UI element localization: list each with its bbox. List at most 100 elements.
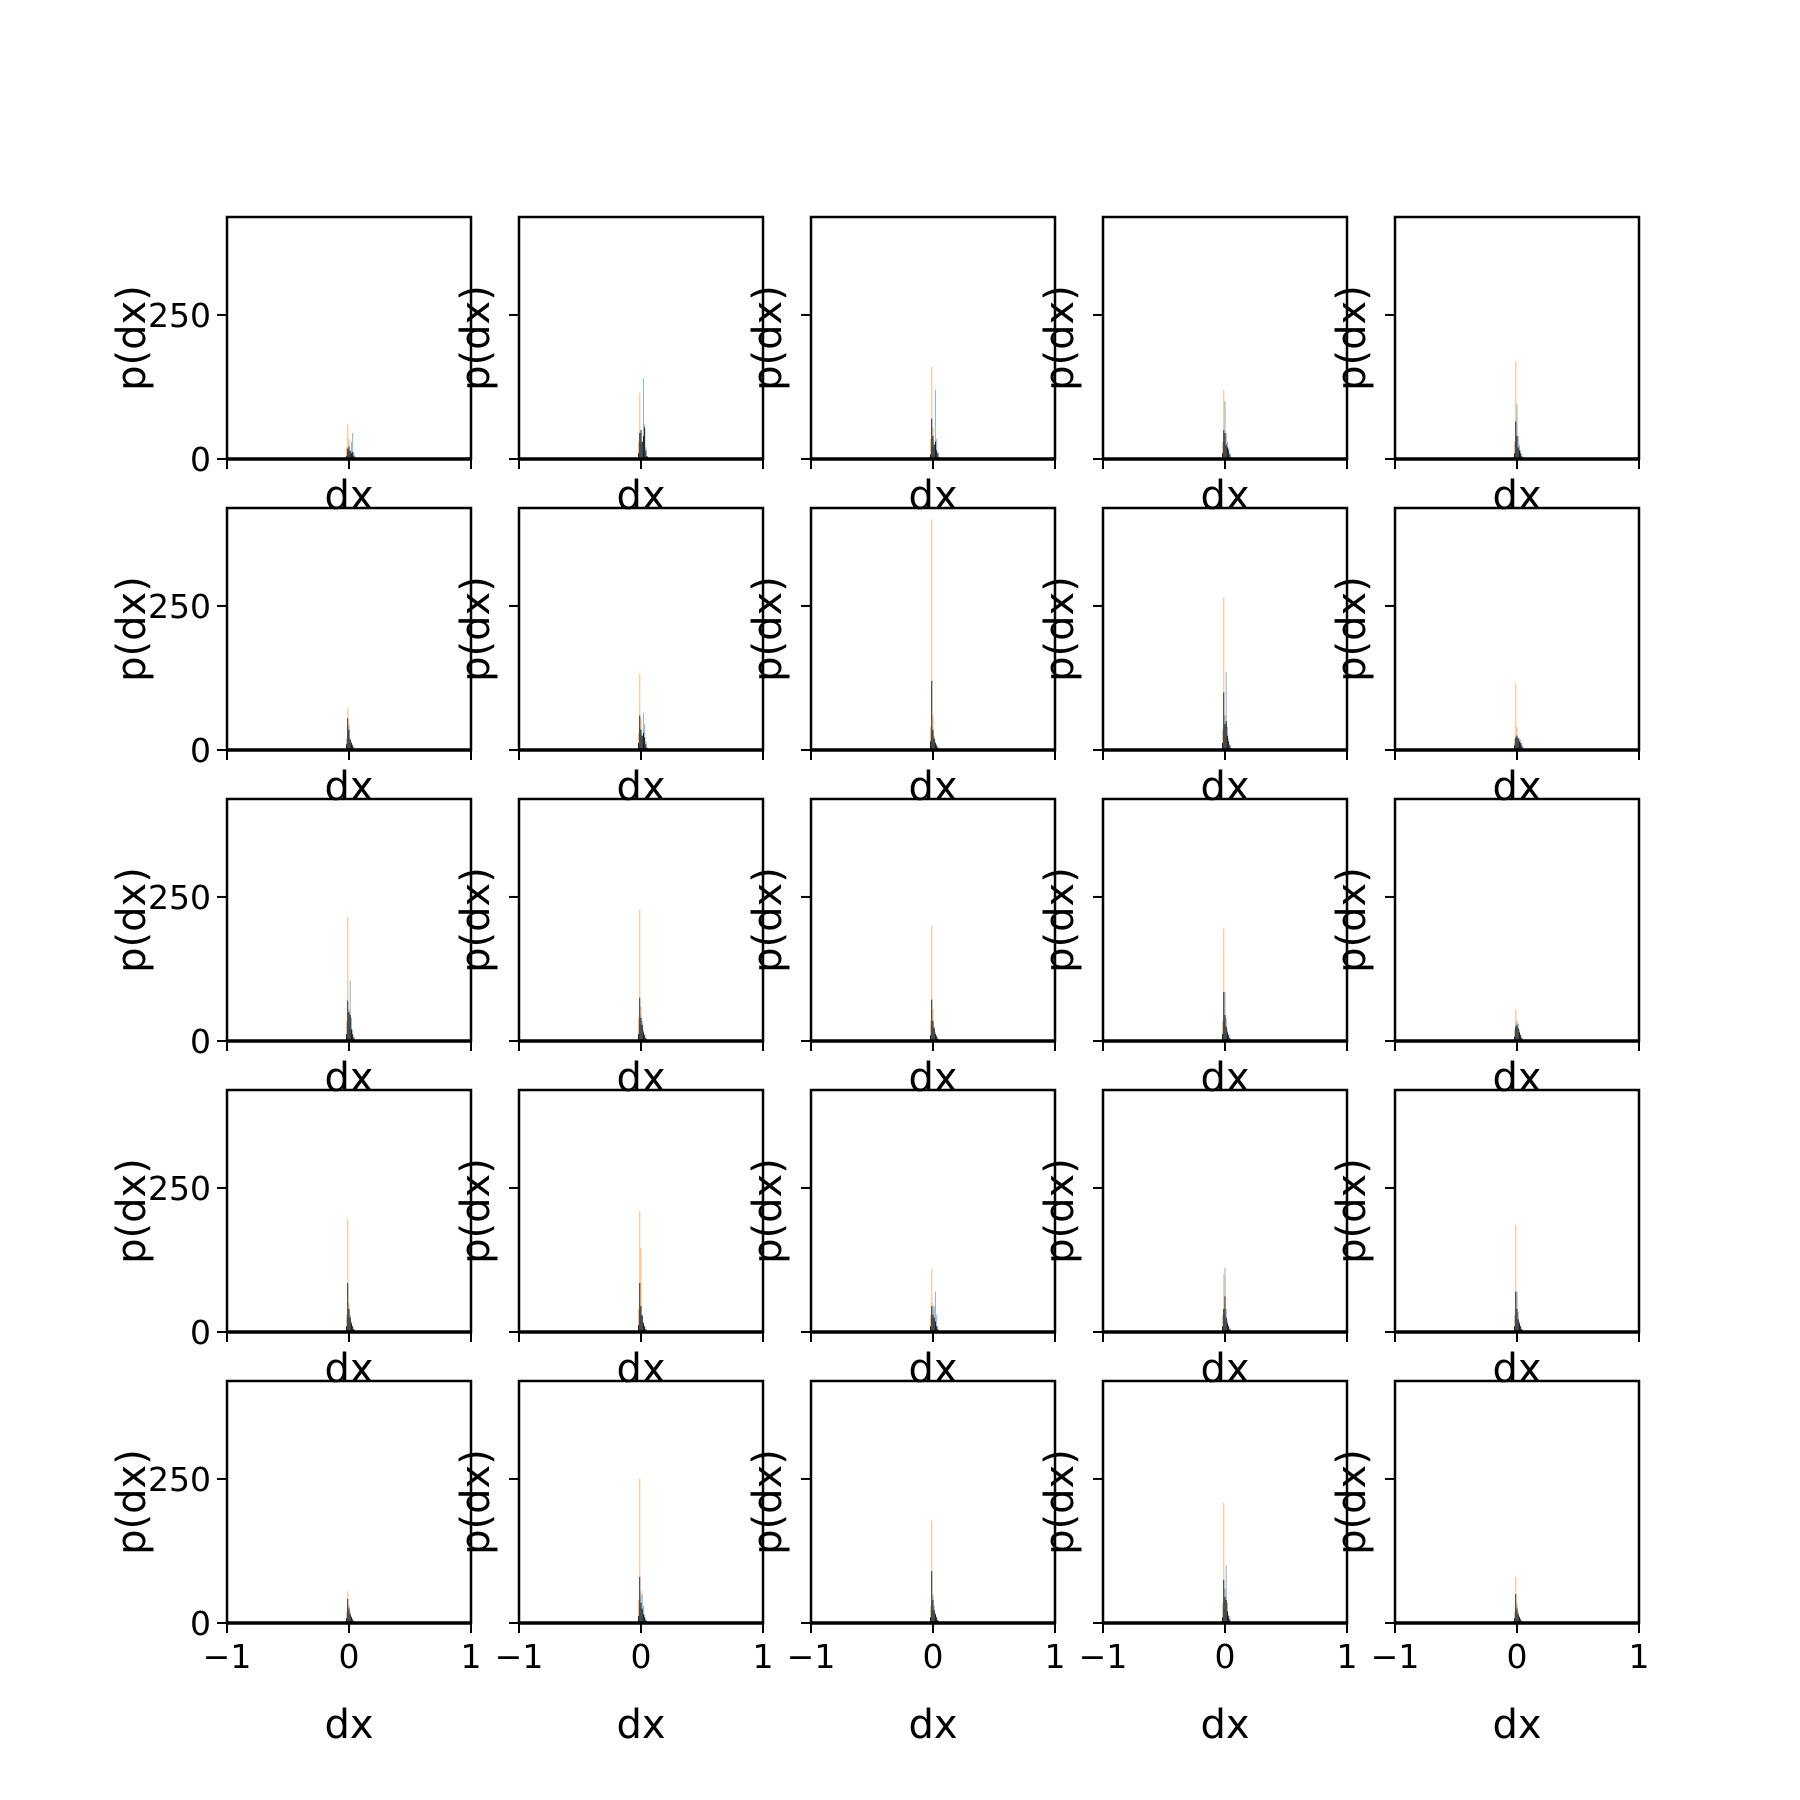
x-axis-label: dx bbox=[1492, 1055, 1541, 1101]
histogram-bar-black bbox=[639, 1576, 641, 1623]
histogram-bar-black bbox=[932, 435, 934, 459]
histogram-bar-black bbox=[1521, 745, 1523, 750]
histogram-bar-black bbox=[1514, 745, 1515, 750]
histogram-bar-black bbox=[1224, 1597, 1226, 1623]
x-axis-label: dx bbox=[1200, 1346, 1249, 1392]
histogram-bar-black bbox=[931, 1571, 933, 1623]
histogram-bar-black bbox=[1223, 1579, 1225, 1623]
y-tick-label: 250 bbox=[148, 296, 211, 335]
x-axis-label: dx bbox=[1200, 1702, 1249, 1748]
histogram-bar-orange bbox=[1514, 1314, 1516, 1332]
y-axis-label: p(dx) bbox=[1329, 1158, 1375, 1264]
y-tick-label: 0 bbox=[190, 1313, 211, 1352]
panel: 0 250 dx p(dx) bbox=[109, 215, 473, 519]
histogram-bar-black bbox=[935, 1614, 936, 1623]
histogram-bar-orange bbox=[1222, 729, 1224, 750]
histogram-bar-black bbox=[347, 448, 349, 459]
histogram-bar-black bbox=[643, 1032, 644, 1041]
y-tick-label: 0 bbox=[190, 440, 211, 479]
panel: 0 250 dx p(dx) bbox=[109, 1088, 473, 1392]
histogram-bar-black bbox=[352, 1034, 354, 1041]
y-axis-label: p(dx) bbox=[109, 576, 155, 682]
histogram-bar-black bbox=[347, 1598, 349, 1623]
histogram-bar-black bbox=[936, 1326, 938, 1332]
y-axis-label: p(dx) bbox=[745, 1158, 791, 1264]
histogram-bar-blue bbox=[1225, 1565, 1227, 1623]
histogram-bar-black bbox=[1516, 1024, 1518, 1041]
x-axis-label: dx bbox=[324, 1346, 373, 1392]
panel: dx p(dx) bbox=[745, 797, 1057, 1101]
y-tick-label: 0 bbox=[190, 731, 211, 770]
histogram-bar-orange bbox=[931, 519, 933, 750]
panel: dx p(dx) bbox=[1329, 797, 1641, 1101]
histogram-bar-black bbox=[1227, 1323, 1228, 1332]
histogram-bar-black bbox=[348, 729, 350, 750]
x-tick-label: −1 bbox=[495, 1637, 544, 1676]
histogram-bar-black bbox=[937, 453, 939, 459]
x-tick-label: 1 bbox=[1337, 1637, 1358, 1676]
histogram-bar-orange bbox=[1514, 1611, 1516, 1623]
histogram-bar-black bbox=[348, 1012, 350, 1041]
histogram-bar-black bbox=[936, 745, 938, 750]
histogram-bar-black bbox=[645, 450, 647, 459]
x-tick-label: −1 bbox=[1079, 1637, 1128, 1676]
histogram-bar-black bbox=[641, 1608, 643, 1623]
histogram-bar-black bbox=[1520, 743, 1522, 750]
histogram-bar-black bbox=[351, 743, 352, 750]
y-axis-label: p(dx) bbox=[1037, 867, 1083, 973]
histogram-bar-orange bbox=[640, 1248, 642, 1332]
histogram-bar-orange bbox=[347, 424, 349, 459]
histogram-bar-blue bbox=[936, 438, 938, 459]
histogram-bar-black bbox=[1227, 1032, 1228, 1041]
histogram-bar-black bbox=[932, 1020, 934, 1041]
histogram-bar-black bbox=[1222, 743, 1223, 750]
y-axis-label: p(dx) bbox=[1037, 1158, 1083, 1264]
histogram-bar-black bbox=[352, 1326, 354, 1332]
histogram-bar-black bbox=[1223, 992, 1225, 1041]
x-axis-label: dx bbox=[908, 1702, 957, 1748]
histogram-bar-orange bbox=[346, 1020, 348, 1041]
y-tick-label: 250 bbox=[148, 1169, 211, 1208]
histogram-bar-black bbox=[640, 1602, 642, 1623]
x-tick-label: −1 bbox=[1371, 1637, 1420, 1676]
histogram-bar-blue bbox=[642, 712, 644, 750]
histogram-bar-black bbox=[936, 450, 938, 459]
histogram-bar-orange bbox=[930, 438, 932, 459]
panel: −1 0 1 dx p(dx) bbox=[1037, 1379, 1358, 1748]
histogram-bar-black bbox=[639, 715, 641, 750]
x-axis-label: dx bbox=[1492, 1702, 1541, 1748]
histogram-bar-black bbox=[346, 1034, 347, 1041]
histogram-bar-orange bbox=[638, 732, 640, 750]
histogram-bar-black bbox=[930, 1035, 931, 1041]
histogram-bar-orange bbox=[346, 447, 348, 459]
y-tick-label: 250 bbox=[148, 878, 211, 917]
histogram-bar-black bbox=[933, 1028, 935, 1041]
histogram-bar-black bbox=[1224, 1015, 1226, 1041]
histogram-bar-orange bbox=[638, 441, 640, 459]
x-axis-label: dx bbox=[1200, 764, 1249, 810]
x-tick-label: −1 bbox=[787, 1637, 836, 1676]
y-axis-label: p(dx) bbox=[745, 285, 791, 391]
histogram-bar-black bbox=[347, 1283, 349, 1332]
histogram-bar-black bbox=[1229, 745, 1231, 750]
histogram-bar-blue bbox=[1225, 672, 1227, 750]
x-axis-label: dx bbox=[616, 764, 665, 810]
histogram-bar-orange bbox=[1223, 928, 1225, 1041]
histogram-bar-orange bbox=[347, 1219, 349, 1332]
panel: dx p(dx) bbox=[1329, 506, 1641, 810]
histogram-bar-black bbox=[644, 1326, 646, 1332]
panel: −1 0 1 dx p(dx) bbox=[1329, 1379, 1650, 1748]
panel: dx p(dx) bbox=[453, 215, 765, 519]
x-tick-label: −1 bbox=[203, 1637, 252, 1676]
histogram-bar-orange bbox=[639, 909, 641, 1041]
histogram-bar-orange bbox=[1222, 1602, 1224, 1623]
histogram-bar-blue bbox=[352, 433, 354, 459]
histogram-bar-blue bbox=[349, 980, 351, 1041]
x-axis-label: dx bbox=[908, 1055, 957, 1101]
x-axis-label: dx bbox=[1200, 1055, 1249, 1101]
histogram-bar-orange bbox=[638, 1599, 640, 1623]
histogram-bar-black bbox=[348, 446, 350, 459]
histogram-bar-black bbox=[933, 444, 935, 459]
histogram-bar-blue bbox=[1224, 401, 1226, 459]
